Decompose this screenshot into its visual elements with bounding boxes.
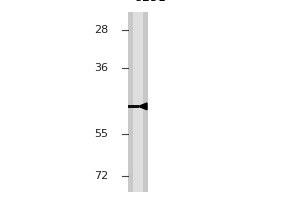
- Bar: [128, 12, 148, 192]
- Bar: [128, 105, 139, 108]
- Text: U251: U251: [134, 0, 166, 4]
- Bar: [133, 12, 143, 192]
- Text: 36: 36: [94, 63, 108, 73]
- Text: 55: 55: [94, 129, 108, 139]
- Polygon shape: [139, 103, 147, 110]
- Text: 28: 28: [94, 25, 108, 35]
- Text: 72: 72: [94, 171, 108, 181]
